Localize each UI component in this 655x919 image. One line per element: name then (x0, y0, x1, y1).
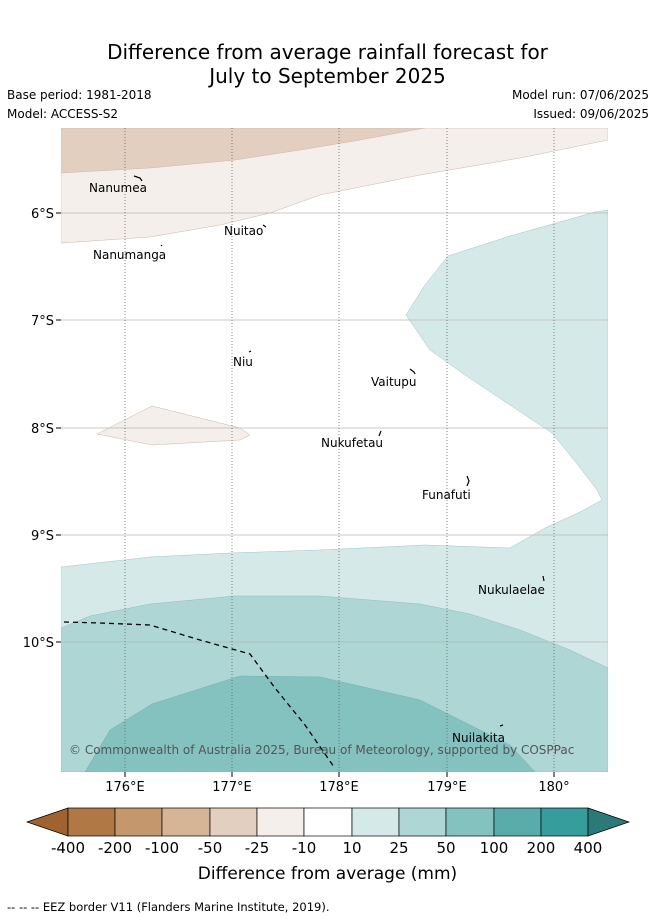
y-tick-10s: 10°S (23, 636, 54, 651)
colorbar-label: -200 (97, 839, 133, 857)
colorbar-bin-neg25-neg10 (256, 807, 305, 837)
x-tick-179e: 179°E (427, 780, 467, 795)
colorbar-bin-neg400-neg200 (67, 807, 116, 837)
island-label-nanumanga: Nanumanga (93, 248, 166, 262)
base-period: Base period: 1981-2018 (7, 88, 152, 102)
model-run: Model run: 07/06/2025 (511, 88, 649, 102)
colorbar-label: -10 (291, 839, 317, 857)
colorbar-title: Difference from average (mm) (197, 864, 458, 884)
colorbar-label: -50 (197, 839, 223, 857)
colorbar-label: -400 (50, 839, 86, 857)
island-labels: Nanumea Nuitao Nanumanga Niu Vaitupu Nuk… (89, 181, 545, 745)
x-tick-178e: 178°E (319, 780, 359, 795)
region-50-to-100-south (84, 675, 536, 772)
island-label-niu: Niu (233, 355, 253, 369)
island-label-nanumea: Nanumea (89, 181, 147, 195)
island-label-nuitao: Nuitao (224, 224, 263, 238)
colorbar-bin-neg200-neg100 (114, 807, 163, 837)
x-tick-177e: 177°E (212, 780, 252, 795)
x-tick-180: 180° (538, 780, 569, 795)
colorbar-label: -100 (144, 839, 180, 857)
model-name: Model: ACCESS-S2 (7, 107, 119, 121)
island-label-nukufetau: Nukufetau (321, 436, 383, 450)
longitude-gridlines (124, 128, 555, 772)
region-minus-25-to-minus-10-patch (96, 405, 251, 446)
x-axis: 176°E 177°E 178°E 179°E 180° (105, 772, 570, 795)
latitude-gridlines (61, 212, 608, 643)
island-label-nuilakita: Nuilakita (452, 731, 505, 745)
colorbar (25, 807, 631, 837)
island-shapes (133, 175, 545, 727)
y-axis: 6°S 7°S 8°S 9°S 10°S (23, 207, 61, 651)
y-tick-9s: 9°S (31, 529, 54, 544)
colorbar-label: 25 (389, 839, 409, 857)
colorbar-label: 10 (342, 839, 362, 857)
colorbar-label: 400 (573, 839, 603, 857)
colorbar-bin-25-50 (398, 807, 447, 837)
x-tick-176e: 176°E (105, 780, 145, 795)
colorbar-bin-200-400 (540, 807, 589, 837)
colorbar-extend-right (587, 807, 631, 837)
colorbar-label: 50 (436, 839, 456, 857)
colorbar-bin-50-100 (445, 807, 495, 837)
map-title: Difference from average rainfall forecas… (0, 40, 655, 88)
title-line-1: Difference from average rainfall forecas… (107, 40, 548, 64)
colorbar-bin-neg50-neg25 (209, 807, 258, 837)
island-label-funafuti: Funafuti (422, 488, 471, 502)
colorbar-extend-left (25, 807, 69, 837)
colorbar-label: 100 (479, 839, 509, 857)
colorbar-bin-neg100-neg50 (161, 807, 211, 837)
colorbar-bin-neg10-10 (303, 807, 353, 837)
colorbar-bin-10-25 (351, 807, 400, 837)
copyright-notice: © Commonwealth of Australia 2025, Bureau… (69, 743, 574, 757)
eez-footnote: -- -- -- EEZ border V11 (Flanders Marine… (7, 900, 330, 914)
colorbar-label: 200 (526, 839, 556, 857)
y-tick-7s: 7°S (31, 314, 54, 329)
island-label-nukulaelae: Nukulaelae (478, 583, 545, 597)
title-line-2: July to September 2025 (209, 64, 446, 88)
region-minus-50-to-minus-25-north (61, 128, 426, 174)
colorbar-label: -25 (244, 839, 270, 857)
island-label-vaitupu: Vaitupu (371, 375, 417, 389)
rainfall-regions (61, 128, 608, 772)
y-tick-8s: 8°S (31, 422, 54, 437)
eez-border (63, 621, 335, 768)
issued-date: Issued: 09/06/2025 (533, 107, 649, 121)
colorbar-bin-100-200 (493, 807, 542, 837)
y-tick-6s: 6°S (31, 207, 54, 222)
